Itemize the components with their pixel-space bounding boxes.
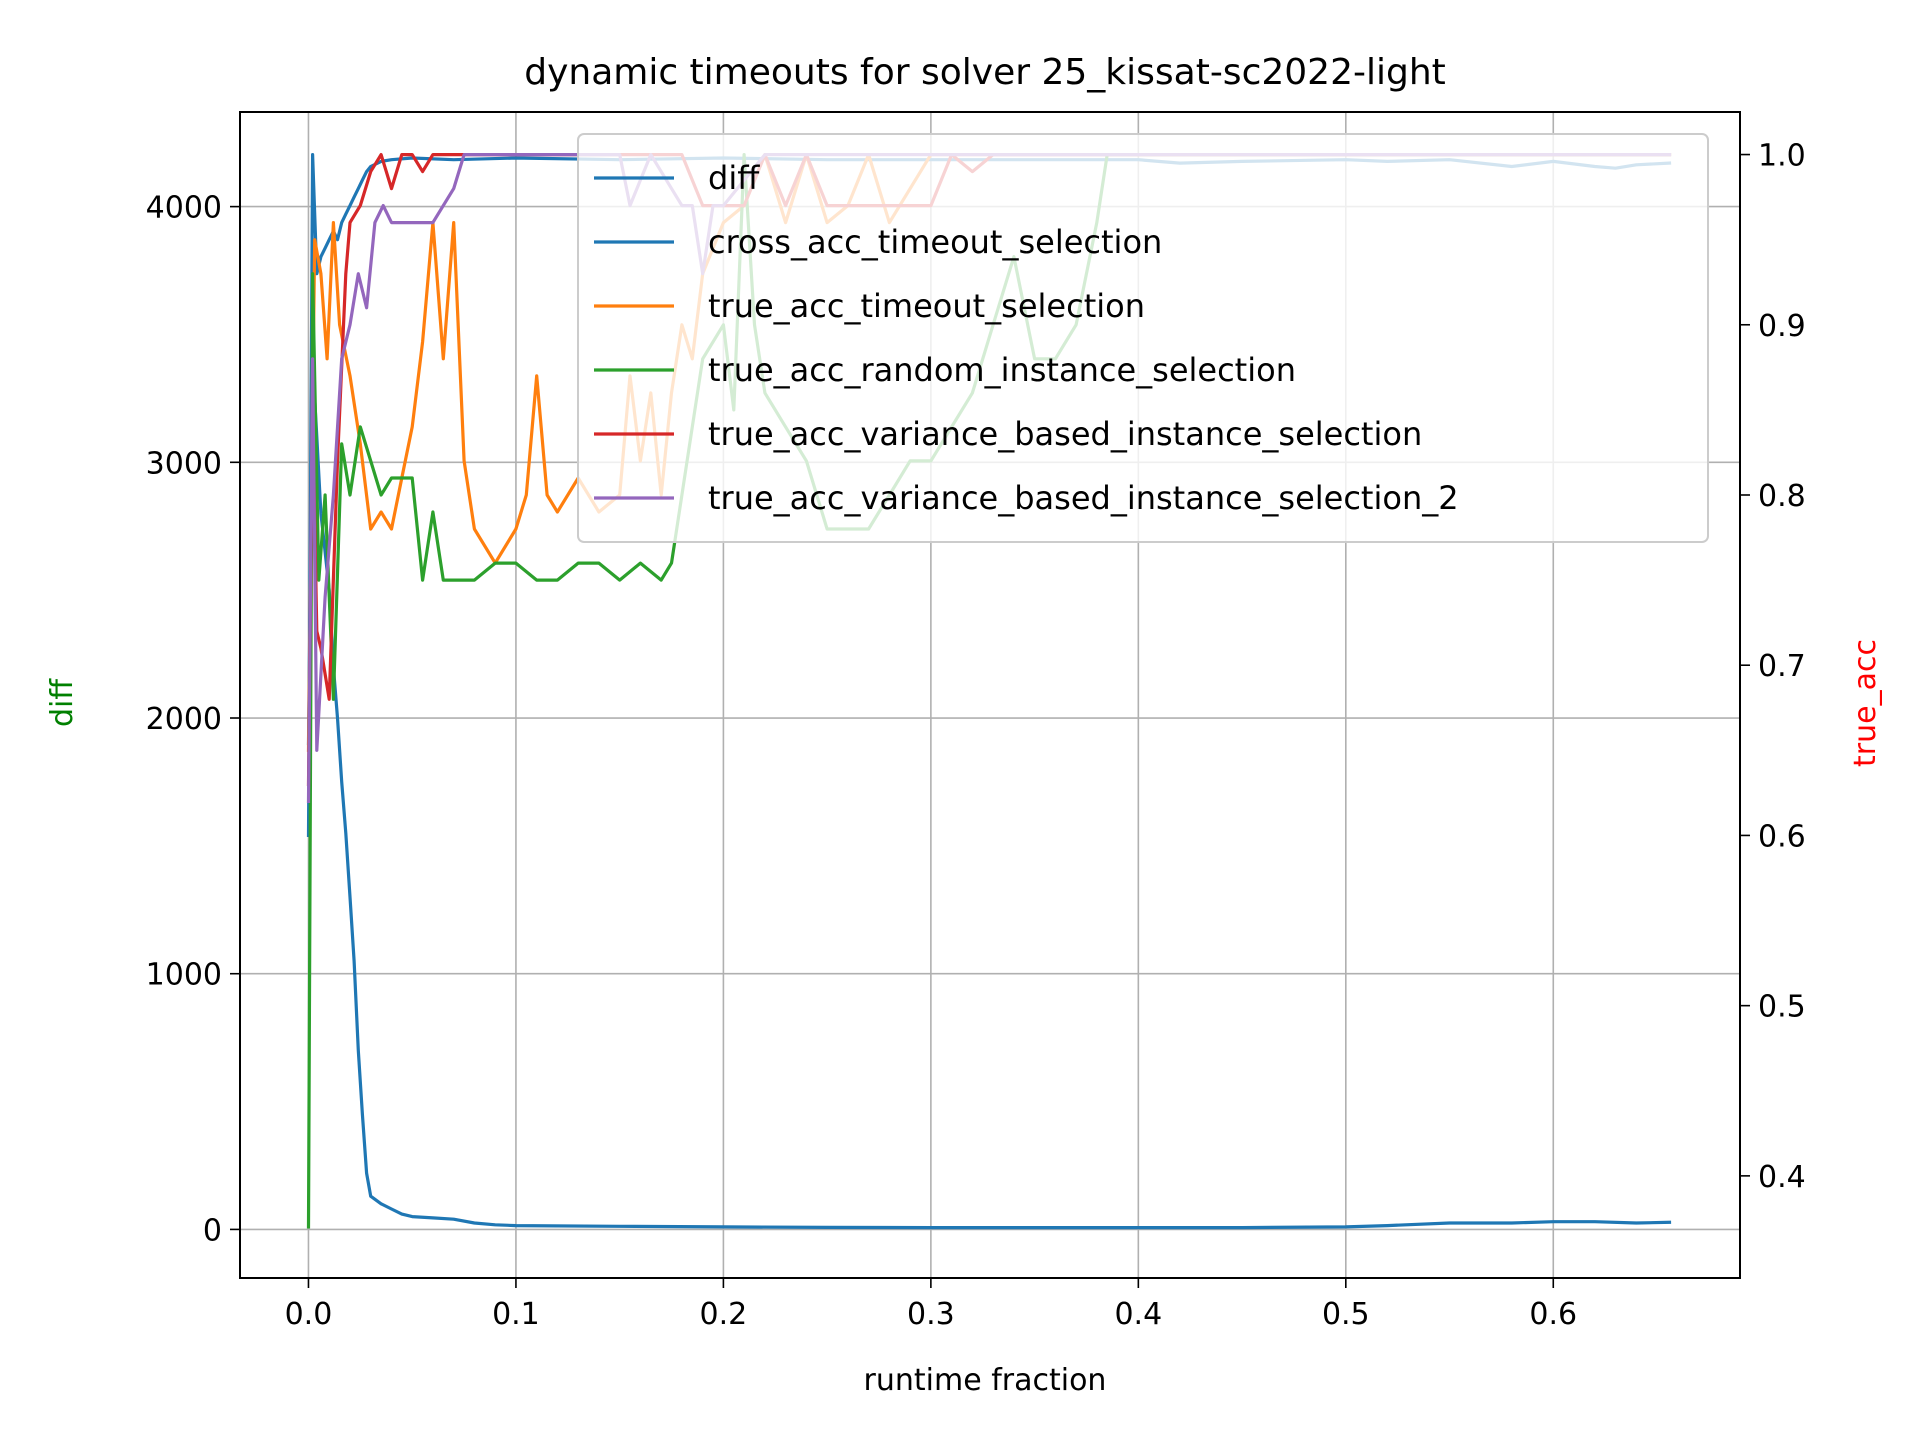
- y-left-tick-label: 0: [203, 1213, 222, 1248]
- y-right-axis-title: true_acc: [1848, 639, 1883, 767]
- y-left-tick-label: 1000: [146, 958, 222, 993]
- plot-frame: [239, 111, 1741, 1279]
- y-left-tick-label: 3000: [146, 446, 222, 481]
- y-right-tick-label: 0.8: [1758, 479, 1806, 514]
- x-tick-label: 0.5: [1322, 1297, 1370, 1332]
- x-tick-label: 0.4: [1114, 1297, 1162, 1332]
- legend-label: cross_acc_timeout_selection: [708, 223, 1162, 261]
- legend-label: true_acc_random_instance_selection: [708, 351, 1296, 389]
- legend-label: true_acc_timeout_selection: [708, 287, 1145, 325]
- y-right-tick-label: 1.0: [1758, 139, 1806, 174]
- legend: diff cross_acc_timeout_selection true_acc_…: [577, 133, 1709, 543]
- y-left-tick-label: 4000: [146, 191, 222, 226]
- x-tick-label: 0.1: [492, 1297, 540, 1332]
- legend-frame: [577, 133, 1709, 543]
- y-right-tick-label: 0.5: [1758, 990, 1806, 1025]
- chart-title: dynamic timeouts for solver 25_kissat-sc…: [524, 52, 1446, 93]
- y-right-tick-label: 0.4: [1758, 1160, 1806, 1195]
- x-tick-label: 0.3: [907, 1297, 955, 1332]
- series-line-diff: [306, 358, 1672, 1230]
- y-left-axis: 0 1000 2000 3000 4000: [146, 191, 240, 1248]
- x-tick-label: 0.0: [285, 1297, 333, 1332]
- x-axis-title: runtime fraction: [864, 1363, 1107, 1398]
- legend-label: diff: [708, 159, 760, 197]
- y-right-axis: 0.4 0.5 0.6 0.7 0.8 0.9 1.0: [1740, 139, 1806, 1195]
- legend-label: true_acc_variance_based_instance_selecti…: [708, 479, 1459, 517]
- x-tick-label: 0.2: [700, 1297, 748, 1332]
- y-right-tick-label: 0.6: [1758, 819, 1806, 854]
- y-right-tick-label: 0.7: [1758, 649, 1806, 684]
- y-left-axis-title: diff: [45, 678, 80, 727]
- x-axis: 0.0 0.1 0.2 0.3 0.4 0.5 0.6: [285, 1278, 1577, 1332]
- y-left-tick-label: 2000: [146, 702, 222, 737]
- y-right-tick-label: 0.9: [1758, 309, 1806, 344]
- x-tick-label: 0.6: [1529, 1297, 1577, 1332]
- legend-label: true_acc_variance_based_instance_selecti…: [708, 415, 1422, 453]
